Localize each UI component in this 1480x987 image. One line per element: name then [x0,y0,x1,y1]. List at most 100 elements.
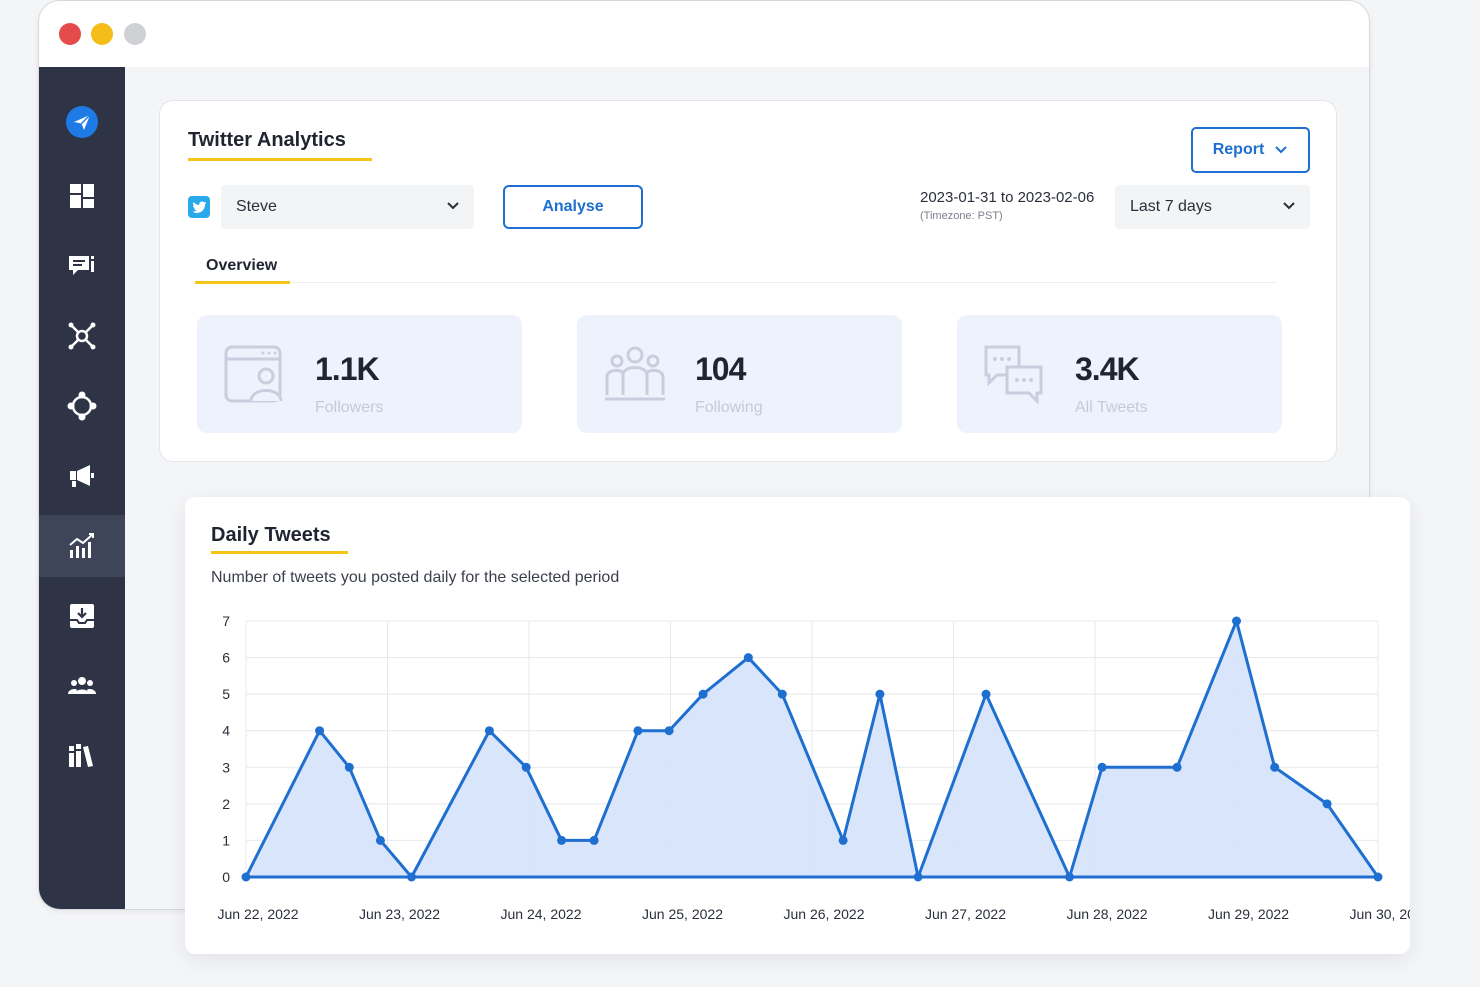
y-tick-label: 2 [222,796,230,812]
data-point [664,726,674,736]
stat-value: 3.4K [1075,351,1140,387]
y-tick-label: 5 [222,686,230,702]
x-tick-label: Jun 24, 2022 [501,906,582,922]
data-point [743,653,753,663]
range-value: Last 7 days [1130,198,1212,215]
timezone-label: (Timezone: PST) [920,210,1003,222]
team-icon [68,677,96,694]
tab-divider [195,282,1277,283]
y-tick-label: 3 [222,759,230,775]
data-point [375,835,385,845]
sidebar-item-dashboard[interactable] [39,165,125,227]
stat-value: 1.1K [315,351,380,387]
data-point [1232,616,1241,626]
stat-label: All Tweets [1075,399,1148,416]
analyse-button[interactable]: Analyse [503,185,643,229]
y-tick-label: 0 [222,869,230,885]
sidebar-item-library[interactable] [39,725,125,787]
y-tick-label: 7 [222,613,230,629]
data-point [315,726,325,736]
sidebar-item-send[interactable] [39,91,125,153]
x-tick-label: Jun 30, 2022 [1350,906,1410,922]
daily-tweets-card: Daily Tweets Number of tweets you posted… [185,497,1410,954]
stat-following: 104 Following [577,315,902,433]
data-point [981,689,991,699]
x-tick-label: Jun 29, 2022 [1208,906,1289,922]
sidebar-item-campaigns[interactable] [39,445,125,507]
data-point [777,689,787,699]
chart-title-underline [211,551,348,554]
data-point [913,872,923,882]
data-point [484,726,494,736]
data-point [557,835,567,845]
x-tick-label: Jun 25, 2022 [642,906,723,922]
chevron-down-icon [1275,146,1287,154]
sidebar-item-network[interactable] [39,305,125,367]
dashboard-icon [70,184,94,208]
tab-overview[interactable]: Overview [206,257,278,274]
minimize-window-button[interactable] [91,23,113,45]
integration-icon [67,391,97,421]
report-button[interactable]: Report [1191,127,1310,173]
posts-icon [69,256,94,275]
account-select[interactable]: Steve [221,185,474,229]
twitter-icon [188,196,210,218]
chart-subtitle: Number of tweets you posted daily for th… [211,569,620,586]
range-select[interactable]: Last 7 days [1115,185,1310,229]
chevron-down-icon [1283,202,1295,210]
data-point [1172,762,1182,772]
inbox-download-icon [70,604,94,628]
title-underline [188,158,372,161]
data-point [1373,872,1383,882]
y-tick-label: 1 [222,832,230,848]
chat-bubbles-icon [984,345,1043,405]
stat-followers: 1.1K Followers [197,315,522,433]
network-icon [68,322,96,350]
x-tick-label: Jun 22, 2022 [218,906,299,922]
twitter-analytics-card: Twitter Analytics Report Steve Analyse 2… [159,100,1337,462]
series-area [246,621,1378,877]
page-title: Twitter Analytics [188,129,346,151]
sidebar-item-downloads[interactable] [39,585,125,647]
followers-icon [224,345,283,403]
sidebar-item-posts[interactable] [39,235,125,297]
data-point [838,835,848,845]
data-point [1097,762,1107,772]
sidebar-item-team[interactable] [39,655,125,717]
data-point [344,762,354,772]
library-icon [69,744,93,767]
data-point [589,835,599,845]
sidebar-item-integrations[interactable] [39,375,125,437]
data-point [875,689,885,699]
sidebar [39,67,125,909]
title-bar [39,1,1369,67]
account-value: Steve [236,198,277,215]
chart-title: Daily Tweets [211,524,331,546]
daily-tweets-chart: 0 1 2 3 4 5 6 7 Jun 22, 2022 Jun 23, 2022 Jun 24, … [218,613,1410,922]
data-point [633,726,643,736]
y-tick-label: 6 [222,650,230,666]
y-tick-label: 4 [222,723,230,739]
stat-all-tweets: 3.4K All Tweets [957,315,1282,433]
analytics-icon [69,533,94,558]
tab-active-underline [195,281,290,284]
stat-label: Following [695,399,763,416]
report-label: Report [1212,141,1265,158]
data-point [407,872,417,882]
sidebar-item-analytics[interactable] [39,515,125,577]
close-window-button[interactable] [59,23,81,45]
data-point [521,762,531,772]
stat-value: 104 [695,351,746,387]
data-point [1270,762,1280,772]
chevron-down-icon [447,202,459,210]
x-tick-label: Jun 28, 2022 [1067,906,1148,922]
data-point [698,689,708,699]
maximize-window-button[interactable] [124,23,146,45]
data-point [1322,799,1332,809]
x-tick-label: Jun 27, 2022 [925,906,1006,922]
x-tick-label: Jun 26, 2022 [784,906,865,922]
group-icon [605,346,665,401]
data-point [1065,872,1075,882]
x-tick-label: Jun 23, 2022 [359,906,440,922]
date-range: 2023-01-31 to 2023-02-06 [920,189,1095,206]
